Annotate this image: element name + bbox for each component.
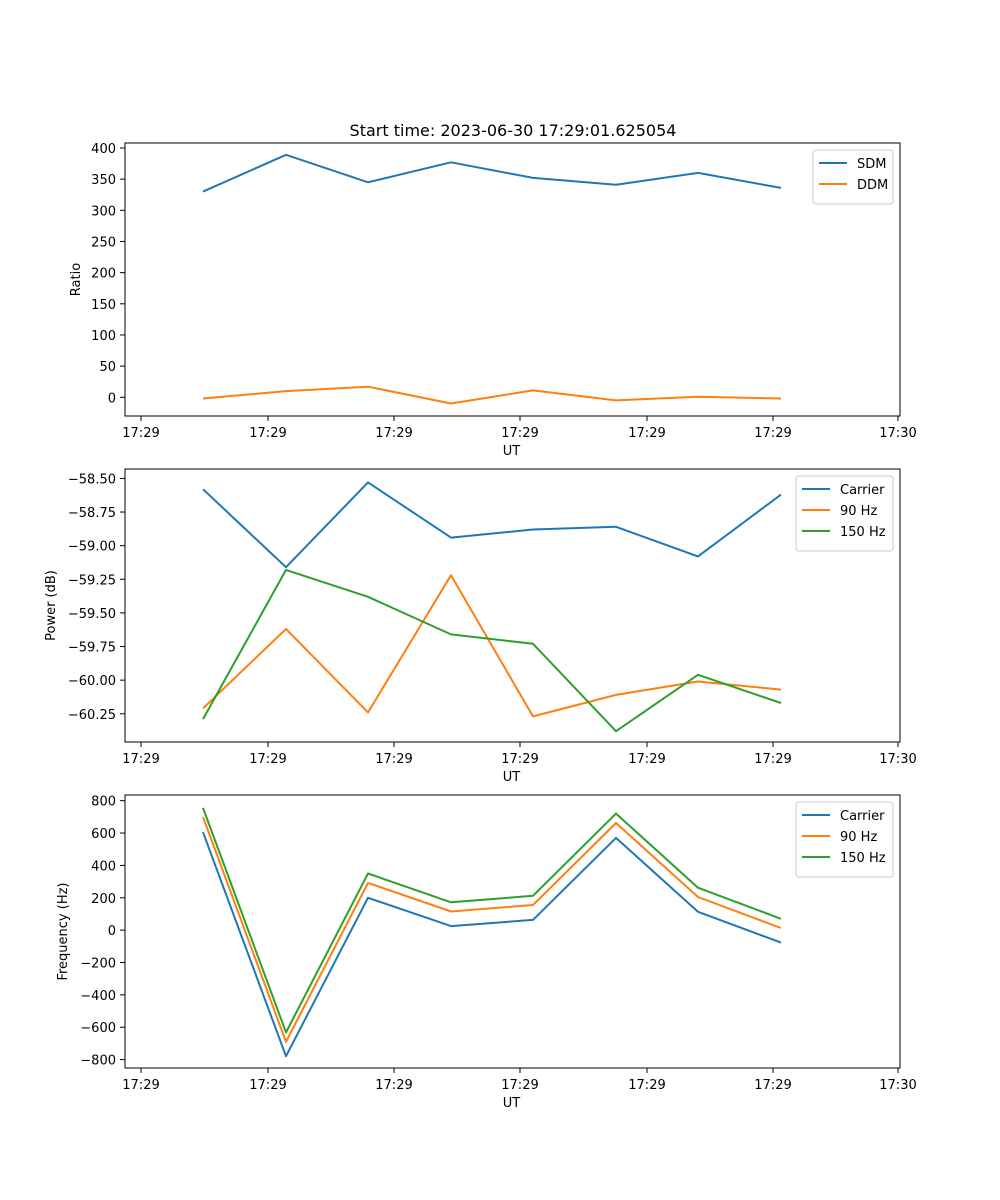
x-tick-label: 17:30 [879, 752, 916, 767]
series-line-90-hz [202, 574, 782, 718]
x-tick-label: 17:29 [249, 752, 286, 767]
legend-box [795, 801, 894, 878]
y-tick-label: 0 [108, 924, 116, 939]
y-axis-label: Frequency (Hz) [56, 882, 71, 980]
plot-frame [124, 142, 901, 417]
x-axis-label: UT [503, 770, 521, 785]
figure-title: Start time: 2023-06-30 17:29:01.625054 [350, 121, 677, 140]
x-tick-label: 17:29 [754, 1078, 791, 1093]
panels: 17:29 17:29 17:29 17:29 17:29 17:29 17:30 0 50 10… [44, 142, 917, 1111]
y-tick-label: 50 [99, 360, 116, 375]
plot-frame [124, 794, 901, 1069]
y-tick-label: −800 [80, 1054, 116, 1069]
y-axis-label: Power (dB) [44, 570, 59, 641]
legend: Carrier 90 Hz 150 Hz [795, 475, 894, 552]
x-tick-label: 17:29 [122, 752, 159, 767]
y-tick-label: 350 [91, 173, 116, 188]
y-tick-label: −60.25 [68, 708, 116, 723]
y-tick-label: 600 [91, 827, 116, 842]
y-tick-label: 100 [91, 329, 116, 344]
legend-label: DDM [857, 178, 888, 193]
x-tick-label: 17:29 [628, 752, 665, 767]
panel-power: 17:29 17:29 17:29 17:29 17:29 17:29 17:30 −58.5… [44, 468, 917, 785]
legend-label: 90 Hz [840, 504, 877, 519]
y-tick-label: −600 [80, 1021, 116, 1036]
y-tick-label: −58.75 [68, 506, 116, 521]
legend-label: SDM [857, 157, 886, 172]
panel-frequency: 17:29 17:29 17:29 17:29 17:29 17:29 17:30 −800 −… [56, 794, 917, 1111]
legend-label: Carrier [840, 483, 885, 498]
y-tick-label: −60.00 [68, 674, 116, 689]
y-tick-label: 800 [91, 795, 116, 810]
y-tick-label: −59.75 [68, 641, 116, 656]
x-tick-label: 17:30 [879, 1078, 916, 1093]
x-tick-label: 17:29 [249, 1078, 286, 1093]
x-tick-label: 17:29 [375, 426, 412, 441]
y-tick-label: 200 [91, 267, 116, 282]
y-tick-label: −58.50 [68, 472, 116, 487]
x-tick-label: 17:29 [375, 752, 412, 767]
x-tick-label: 17:29 [249, 426, 286, 441]
x-tick-label: 17:29 [122, 426, 159, 441]
plot-frame [124, 468, 901, 743]
x-tick-label: 17:29 [501, 1078, 538, 1093]
x-tick-label: 17:29 [754, 426, 791, 441]
series-line-150-hz [202, 807, 782, 1034]
y-tick-label: 400 [91, 859, 116, 874]
x-tick-label: 17:29 [628, 1078, 665, 1093]
legend: SDM DDM [812, 149, 894, 205]
legend-label: Carrier [840, 809, 885, 824]
series-line-90-hz [202, 816, 782, 1043]
y-tick-label: 250 [91, 235, 116, 250]
series-line-150-hz [202, 568, 782, 733]
legend-box [795, 475, 894, 552]
legend-label: 150 Hz [840, 525, 886, 540]
y-tick-label: −59.25 [68, 573, 116, 588]
x-tick-label: 17:29 [501, 752, 538, 767]
y-tick-label: 300 [91, 204, 116, 219]
x-tick-label: 17:30 [879, 426, 916, 441]
series-line-sdm [202, 153, 782, 193]
legend: Carrier 90 Hz 150 Hz [795, 801, 894, 878]
y-tick-label: −400 [80, 989, 116, 1004]
series-line-carrier [202, 831, 782, 1058]
y-tick-label: −200 [80, 956, 116, 971]
series-line-ddm [202, 385, 782, 405]
panel-ratio: 17:29 17:29 17:29 17:29 17:29 17:29 17:30 0 50 10… [69, 142, 917, 459]
x-tick-label: 17:29 [122, 1078, 159, 1093]
x-tick-label: 17:29 [375, 1078, 412, 1093]
y-tick-label: 400 [91, 142, 116, 157]
series-line-carrier [202, 481, 782, 569]
x-tick-label: 17:29 [628, 426, 665, 441]
y-tick-label: 200 [91, 892, 116, 907]
y-axis-label: Ratio [69, 263, 84, 296]
y-tick-label: −59.50 [68, 607, 116, 622]
y-tick-label: −59.00 [68, 540, 116, 555]
legend-label: 90 Hz [840, 830, 877, 845]
x-axis-label: UT [503, 1096, 521, 1111]
y-tick-label: 0 [108, 391, 116, 406]
y-tick-label: 150 [91, 298, 116, 313]
x-axis-label: UT [503, 444, 521, 459]
legend-label: 150 Hz [840, 851, 886, 866]
x-tick-label: 17:29 [754, 752, 791, 767]
x-tick-label: 17:29 [501, 426, 538, 441]
